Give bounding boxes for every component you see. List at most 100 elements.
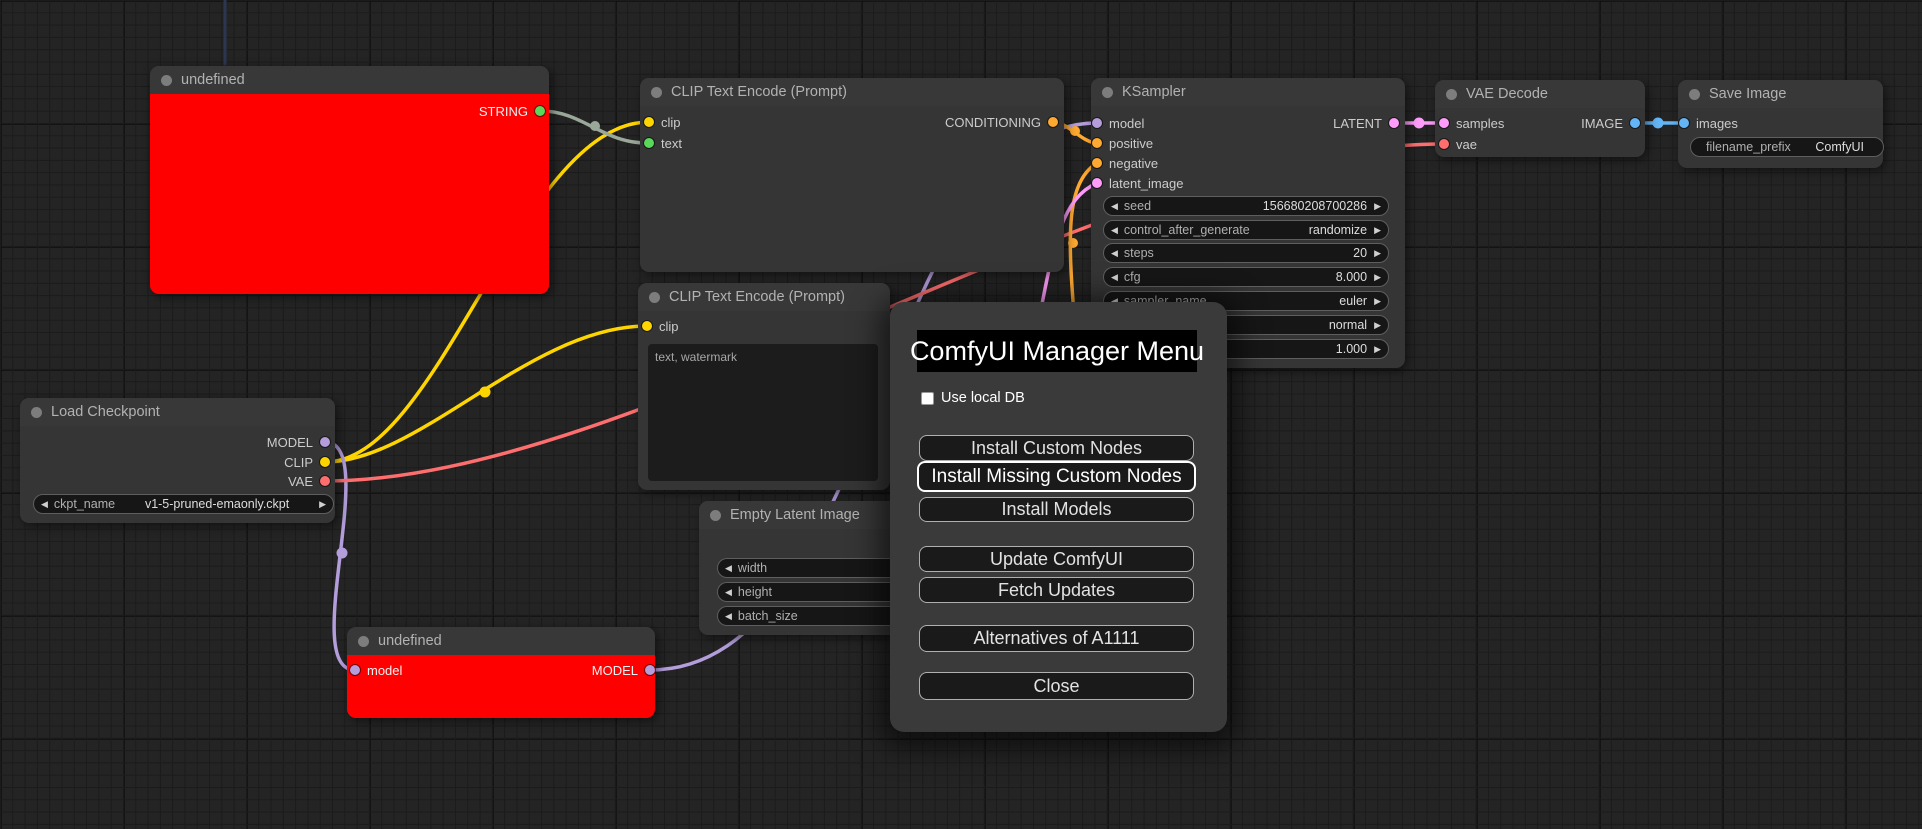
vae-output-slot[interactable] [320,476,330,486]
decrement-arrow-icon[interactable]: ◀ [41,498,48,509]
widget-ckpt-name[interactable]: ◀ ckpt_name v1-5-pruned-emaonly.ckpt ▶ [33,494,334,514]
decrement-arrow-icon[interactable]: ◀ [1111,247,1118,258]
node-title-bar[interactable]: VAE Decode [1435,80,1645,108]
images-input-slot[interactable] [1679,118,1689,128]
text-input-slot[interactable] [644,138,654,148]
widget-filename-prefix[interactable]: filename_prefix ComfyUI [1690,137,1884,157]
conditioning-output-slot[interactable] [1048,117,1058,127]
collapse-dot-icon[interactable] [1102,86,1113,98]
node-save-image[interactable]: Save Image images filename_prefix ComfyU… [1678,80,1884,168]
use-local-db-row[interactable]: Use local DB [921,390,1025,406]
collapse-dot-icon[interactable] [358,635,369,647]
widget-batch-size[interactable]: ◀ batch_size [717,606,906,626]
increment-arrow-icon[interactable]: ▶ [1374,200,1381,211]
node-empty-latent-image[interactable]: Empty Latent Image ◀ width ◀ height ◀ ba… [699,501,906,635]
string-output-slot[interactable] [535,106,545,116]
slot-label: samples [1456,115,1505,131]
node-undefined-top[interactable]: undefined STRING [150,66,549,294]
model-input-slot[interactable] [350,665,360,675]
node-title: undefined [181,72,245,88]
model-output-slot[interactable] [645,665,655,675]
model-input-slot[interactable] [1092,118,1102,128]
node-title-bar[interactable]: Load Checkpoint [20,398,335,426]
widget-steps[interactable]: ◀ steps 20 ▶ [1103,243,1389,263]
vae-input-slot[interactable] [1439,139,1449,149]
latent-image-input-slot[interactable] [1092,178,1102,188]
negative-input-slot[interactable] [1092,158,1102,168]
use-local-db-label: Use local DB [941,390,1025,406]
slot-label: images [1696,115,1738,131]
alternatives-of-a1111-button[interactable]: Alternatives of A1111 [919,625,1194,652]
increment-arrow-icon[interactable]: ▶ [1374,295,1381,306]
widget-seed[interactable]: ◀ seed 156680208700286 ▶ [1103,196,1389,216]
prompt-textarea[interactable]: text, watermark [648,344,878,481]
missing-node-body [150,94,549,294]
widget-control-after-generate[interactable]: ◀ control_after_generate randomize ▶ [1103,220,1389,240]
comfyui-manager-dialog: ComfyUI Manager Menu Use local DB Instal… [890,302,1227,732]
increment-arrow-icon[interactable]: ▶ [1374,319,1381,330]
collapse-dot-icon[interactable] [1689,88,1700,100]
install-custom-nodes-button[interactable]: Install Custom Nodes [919,435,1194,461]
node-clip-text-encode-2[interactable]: CLIP Text Encode (Prompt) clip text, wat… [638,283,890,490]
install-models-button[interactable]: Install Models [919,497,1194,522]
node-title-bar[interactable]: KSampler [1091,78,1405,106]
node-vae-decode[interactable]: VAE Decode samples vae IMAGE [1435,80,1645,157]
increment-arrow-icon[interactable]: ▶ [319,498,326,509]
model-output-slot[interactable] [320,437,330,447]
decrement-arrow-icon[interactable]: ◀ [725,586,732,597]
node-title-bar[interactable]: Empty Latent Image [699,501,891,529]
node-title-bar[interactable]: CLIP Text Encode (Prompt) [638,283,890,311]
slot-label: latent_image [1109,175,1184,191]
widget-cfg[interactable]: ◀ cfg 8.000 ▶ [1103,267,1389,287]
clip-output-slot[interactable] [320,457,330,467]
collapse-dot-icon[interactable] [649,291,660,303]
node-title: Load Checkpoint [51,404,160,420]
samples-input-slot[interactable] [1439,118,1449,128]
decrement-arrow-icon[interactable]: ◀ [1111,200,1118,211]
fetch-updates-button[interactable]: Fetch Updates [919,577,1194,603]
close-button[interactable]: Close [919,672,1194,700]
decrement-arrow-icon[interactable]: ◀ [725,562,732,573]
widget-label: control_after_generate [1123,223,1250,237]
latent-output-slot[interactable] [1389,118,1399,128]
slot-label: MODEL [266,434,313,450]
positive-input-slot[interactable] [1092,138,1102,148]
dialog-title: ComfyUI Manager Menu [910,330,1204,372]
missing-node-body [347,655,655,718]
collapse-dot-icon[interactable] [710,509,721,521]
node-title-bar[interactable]: CLIP Text Encode (Prompt) [640,78,1064,106]
clip-input-slot[interactable] [642,321,652,331]
decrement-arrow-icon[interactable]: ◀ [1111,271,1118,282]
increment-arrow-icon[interactable]: ▶ [1374,343,1381,354]
slot-label: CLIP [284,454,313,470]
increment-arrow-icon[interactable]: ▶ [1374,271,1381,282]
slot-label: vae [1456,136,1477,152]
use-local-db-checkbox[interactable] [921,391,934,405]
collapse-dot-icon[interactable] [161,74,172,86]
node-load-checkpoint[interactable]: Load Checkpoint MODEL CLIP VAE ◀ ckpt_na… [20,398,335,523]
node-title-bar[interactable]: undefined [347,627,655,655]
decrement-arrow-icon[interactable]: ◀ [1111,295,1118,306]
node-title-bar[interactable]: Save Image [1678,80,1883,108]
node-clip-text-encode-1[interactable]: CLIP Text Encode (Prompt) clip text COND… [640,78,1064,272]
collapse-dot-icon[interactable] [651,86,662,98]
slot-label: LATENT [1333,115,1382,131]
update-comfyui-button[interactable]: Update ComfyUI [919,546,1194,572]
node-title-bar[interactable]: undefined [150,66,549,94]
widget-height[interactable]: ◀ height [717,582,906,602]
widget-label: cfg [1123,270,1141,284]
node-title: Save Image [1709,86,1787,102]
image-output-slot[interactable] [1630,118,1640,128]
increment-arrow-icon[interactable]: ▶ [1374,247,1381,258]
increment-arrow-icon[interactable]: ▶ [1374,224,1381,235]
install-missing-custom-nodes-button[interactable]: Install Missing Custom Nodes [917,461,1196,492]
widget-width[interactable]: ◀ width [717,558,906,578]
collapse-dot-icon[interactable] [31,406,42,418]
node-undefined-bottom[interactable]: undefined model MODEL [347,627,655,718]
decrement-arrow-icon[interactable]: ◀ [1111,224,1118,235]
decrement-arrow-icon[interactable]: ◀ [725,610,732,621]
node-title: CLIP Text Encode (Prompt) [671,84,847,100]
collapse-dot-icon[interactable] [1446,88,1457,100]
clip-input-slot[interactable] [644,117,654,127]
